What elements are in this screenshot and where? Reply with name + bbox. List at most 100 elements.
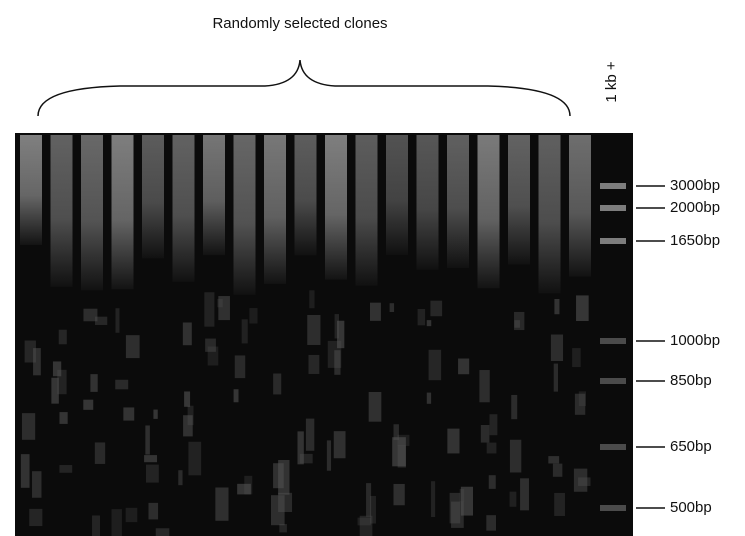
lane-smear	[356, 135, 378, 286]
lane-speck	[279, 524, 287, 532]
marker-label: 2000bp	[670, 199, 720, 216]
lane-speck	[242, 319, 248, 343]
marker-label: 650bp	[670, 438, 712, 455]
lane-speck	[183, 322, 192, 345]
lane-speck	[204, 292, 214, 326]
lane-smear	[478, 135, 500, 288]
lane-speck	[369, 392, 382, 422]
lane-speck	[430, 301, 442, 317]
lane-smear	[173, 135, 195, 282]
lane-speck	[398, 445, 406, 467]
lane-speck	[334, 431, 346, 458]
lane-speck	[178, 470, 182, 485]
lane-speck	[148, 503, 158, 520]
lane-speck	[554, 364, 558, 392]
lane-smear	[386, 135, 408, 255]
ladder-label: 1 kb +	[603, 61, 620, 103]
lane-speck	[183, 415, 193, 436]
lane-speck	[551, 335, 563, 361]
ladder-band	[600, 378, 626, 384]
lane-speck	[145, 425, 150, 454]
lane-speck	[460, 489, 464, 502]
lane-speck	[458, 358, 469, 374]
lane-smear	[539, 135, 561, 293]
lane-speck	[59, 330, 67, 345]
marker-label: 1650bp	[670, 232, 720, 249]
lane-speck	[235, 355, 245, 378]
ladder-band	[600, 444, 626, 450]
lane-smear	[417, 135, 439, 270]
lane-speck	[95, 442, 105, 463]
lane-speck	[450, 493, 461, 523]
lane-speck	[514, 312, 524, 330]
lane-speck	[334, 350, 340, 375]
lane-speck	[33, 348, 41, 375]
lane-speck	[360, 516, 373, 536]
lane-speck	[32, 471, 41, 498]
lane-speck	[22, 413, 35, 440]
lane-speck	[59, 412, 67, 424]
lane-speck	[21, 454, 30, 488]
lane-speck	[335, 314, 339, 338]
lane-speck	[390, 303, 394, 312]
lane-smear	[295, 135, 317, 255]
lane-speck	[57, 370, 66, 394]
lane-speck	[306, 419, 314, 451]
lane-speck	[418, 309, 426, 325]
lane-speck	[59, 465, 72, 473]
marker-label: 1000bp	[670, 332, 720, 349]
lane-speck	[115, 308, 119, 333]
ladder-band	[600, 338, 626, 344]
lane-speck	[487, 443, 497, 454]
lane-speck	[489, 475, 496, 489]
lane-speck	[393, 484, 404, 505]
figure-title: Randomly selected clones	[212, 15, 387, 32]
brace	[38, 60, 570, 116]
lane-smear	[234, 135, 256, 295]
lane-speck	[554, 493, 565, 516]
lane-speck	[205, 339, 216, 352]
lane-speck	[576, 295, 589, 321]
lane-speck	[327, 440, 331, 470]
lane-speck	[486, 515, 496, 530]
markers: 3000bp 2000bp 1650bp 1000bp 850bp 650bp 500bp	[636, 177, 720, 516]
lane-speck	[510, 440, 521, 473]
lane-speck	[578, 477, 590, 486]
lane-speck	[146, 465, 159, 483]
lane-speck	[572, 348, 580, 367]
lane-speck	[447, 429, 459, 454]
lane-speck	[115, 380, 128, 390]
lane-speck	[481, 425, 490, 443]
lane-speck	[511, 395, 517, 419]
lane-smear	[264, 135, 286, 284]
lane-speck	[215, 487, 228, 520]
lane-speck	[156, 528, 170, 536]
lane-smear	[142, 135, 164, 258]
lane-speck	[370, 303, 381, 321]
lane-speck	[479, 370, 489, 402]
lane-smear	[112, 135, 134, 289]
lane-speck	[144, 455, 157, 462]
lane-speck	[126, 335, 140, 358]
lane-speck	[300, 454, 313, 463]
lane-speck	[273, 374, 281, 395]
ladder-band	[600, 183, 626, 189]
lane-speck	[431, 481, 435, 517]
lane-speck	[249, 308, 257, 323]
ladder-band	[600, 238, 626, 244]
lane-speck	[548, 456, 559, 463]
lane-speck	[427, 320, 432, 326]
lane-speck	[490, 414, 498, 435]
marker-label: 3000bp	[670, 177, 720, 194]
lane-speck	[308, 355, 319, 374]
lane-speck	[278, 460, 289, 495]
lane-speck	[575, 394, 585, 415]
lane-speck	[126, 508, 138, 522]
lane-speck	[29, 509, 42, 526]
lane-smear	[51, 135, 73, 287]
lane-speck	[237, 484, 251, 495]
lane-speck	[397, 435, 409, 446]
marker-label: 850bp	[670, 372, 712, 389]
marker-label: 500bp	[670, 499, 712, 516]
lane-speck	[510, 492, 517, 507]
